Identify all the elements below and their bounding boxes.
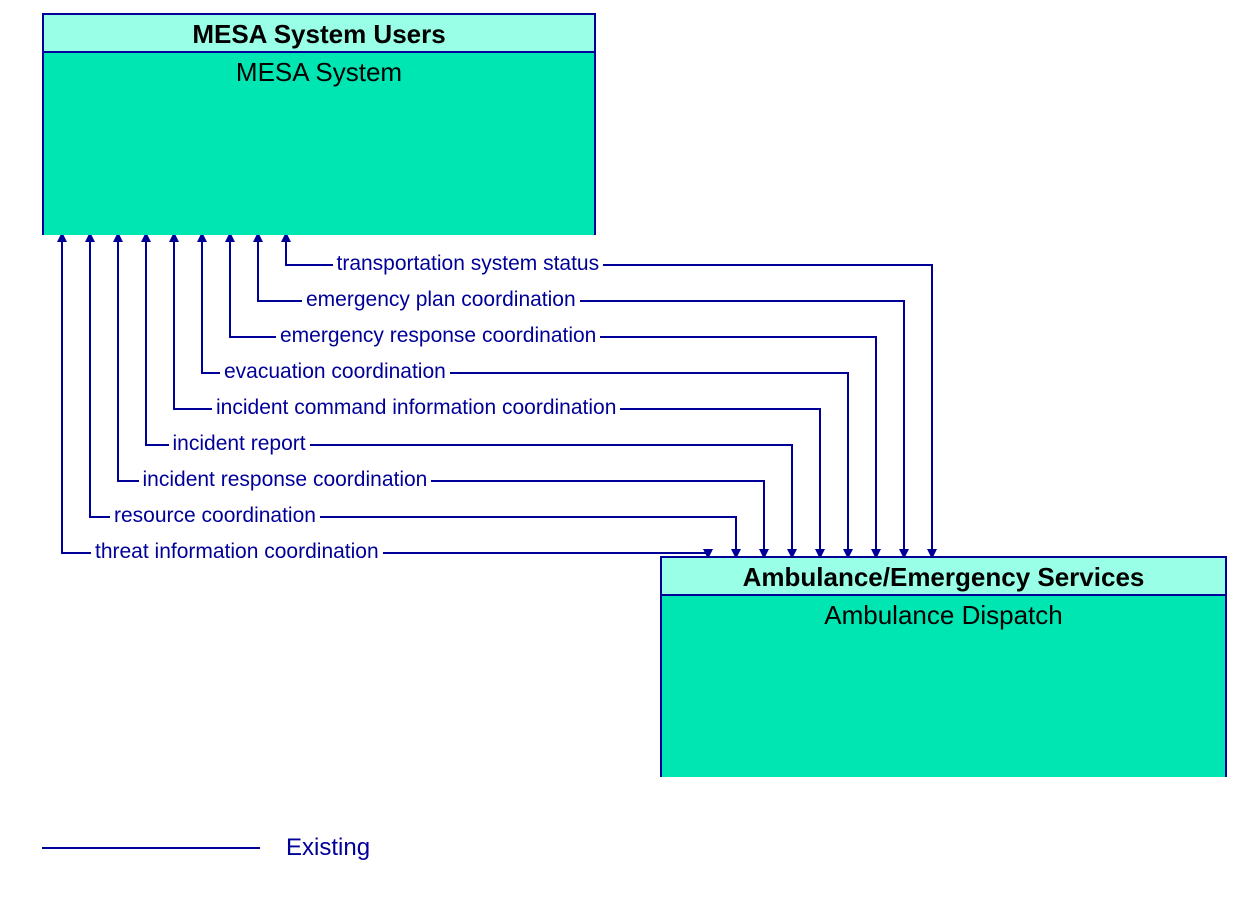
flow-label: emergency response coordination	[276, 324, 600, 347]
flow-label: transportation system status	[333, 252, 604, 275]
node-ambulance-dispatch: Ambulance/Emergency Services Ambulance D…	[660, 556, 1227, 777]
node-ambulance-header-text: Ambulance/Emergency Services	[743, 562, 1145, 592]
node-mesa-header-text: MESA System Users	[192, 19, 445, 49]
node-ambulance-body: Ambulance Dispatch	[662, 596, 1225, 777]
node-mesa-body-text: MESA System	[236, 57, 402, 87]
flow-label: evacuation coordination	[220, 360, 450, 383]
node-mesa-header: MESA System Users	[44, 15, 594, 53]
flow-label: emergency plan coordination	[302, 288, 580, 311]
flow-label: resource coordination	[110, 504, 320, 527]
flow-label: incident response coordination	[139, 468, 432, 491]
flow-label: threat information coordination	[91, 540, 383, 563]
node-mesa-body: MESA System	[44, 53, 594, 235]
flow-label: incident report	[169, 432, 310, 455]
node-ambulance-body-text: Ambulance Dispatch	[824, 600, 1062, 630]
legend-existing-text: Existing	[286, 834, 370, 862]
node-mesa-system: MESA System Users MESA System	[42, 13, 596, 235]
node-ambulance-header: Ambulance/Emergency Services	[662, 558, 1225, 596]
flow-label: incident command information coordinatio…	[212, 396, 620, 419]
